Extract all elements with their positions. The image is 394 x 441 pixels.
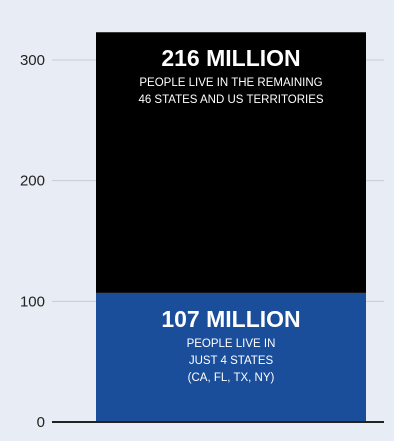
segment-value-label-2: 216 MILLION [161, 45, 300, 71]
segment-caption-2-line-1: PEOPLE LIVE IN THE REMAINING [139, 77, 322, 89]
segment-caption-2-line-2: 46 STATES AND US TERRITORIES [138, 94, 323, 106]
segment-caption-1-line-3: (CA, FL, TX, NY) [188, 372, 275, 384]
segment-caption-1-line-2: JUST 4 STATES [189, 355, 274, 367]
segment-labels: 107 MILLION PEOPLE LIVE IN JUST 4 STATES (C… [138, 45, 323, 384]
y-tick-label-0: 0 [37, 414, 45, 431]
segment-caption-1-line-1: PEOPLE LIVE IN [187, 338, 276, 350]
bar-segments [96, 32, 366, 422]
y-tick-label-200: 200 [20, 173, 45, 190]
y-tick-label-300: 300 [20, 52, 45, 69]
y-axis: 0 100 200 300 [20, 52, 384, 431]
segment-value-label-1: 107 MILLION [161, 306, 300, 332]
bar-segment-1 [96, 292, 366, 422]
y-tick-label-100: 100 [20, 293, 45, 310]
bar-segment-2 [96, 32, 366, 293]
